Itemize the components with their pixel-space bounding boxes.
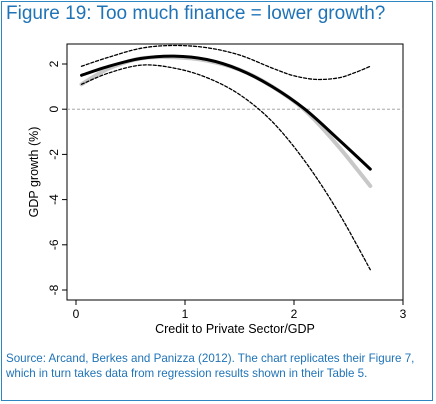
x-tick-label: 2 <box>291 307 298 321</box>
series-line-upper-bound <box>80 44 371 81</box>
y-tick-label: -2 <box>47 149 61 160</box>
series-line-lower-bound <box>80 64 371 271</box>
x-tick-label: 0 <box>73 307 80 321</box>
plot-area-border <box>66 43 404 301</box>
y-tick-label: 2 <box>47 60 61 67</box>
series-layer <box>79 44 373 271</box>
x-tick-label: 3 <box>400 307 407 321</box>
x-axis-ticks: 0 1 2 3 <box>73 300 407 321</box>
y-tick-label: -4 <box>47 194 61 205</box>
y-tick-label: -6 <box>47 239 61 250</box>
x-tick-label: 1 <box>182 307 189 321</box>
figure-title: Figure 19: Too much finance = lower grow… <box>6 3 386 24</box>
x-axis-label: Credit to Private Sector/GDP <box>155 322 315 336</box>
y-axis-ticks: 2 0 -2 -4 -6 -8 <box>47 60 67 295</box>
y-tick-label: 0 <box>47 106 61 113</box>
source-note: Source: Arcand, Berkes and Panizza (2012… <box>6 352 415 380</box>
series-line-comparison <box>79 54 373 188</box>
y-axis-label: GDP growth (%) <box>27 127 41 218</box>
series-line-estimate <box>80 54 372 171</box>
y-tick-label: -8 <box>47 284 61 295</box>
